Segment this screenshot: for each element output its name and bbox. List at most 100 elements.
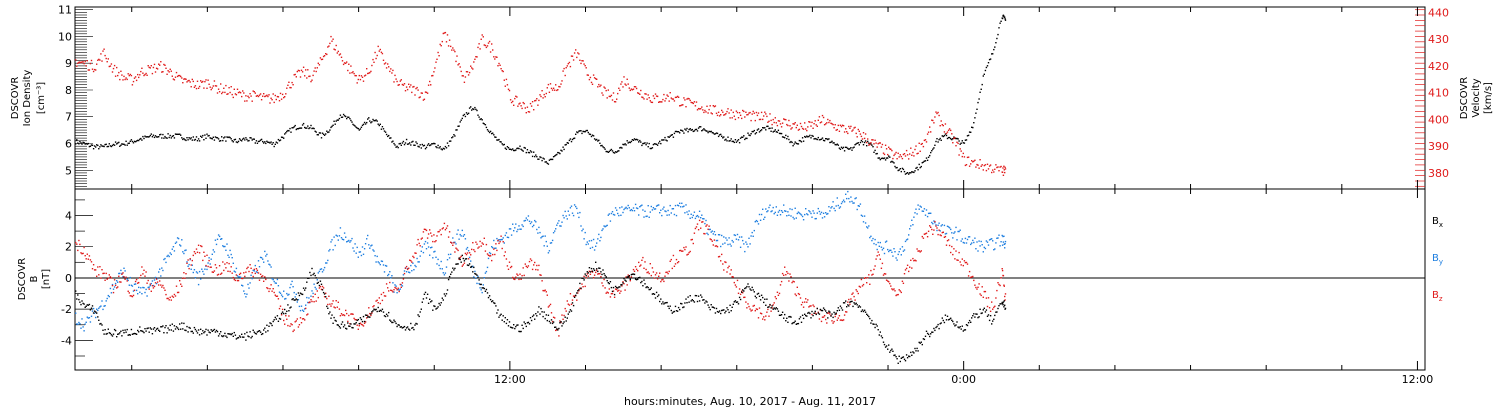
velocity-point bbox=[999, 166, 1001, 168]
density-point bbox=[723, 136, 725, 138]
density-point bbox=[743, 135, 745, 137]
velocity-point bbox=[743, 110, 745, 113]
bx-point bbox=[977, 316, 979, 319]
by-point bbox=[285, 297, 287, 300]
density-point bbox=[135, 140, 138, 142]
bx-point bbox=[671, 312, 673, 314]
bx-point bbox=[317, 281, 319, 284]
bx-point bbox=[993, 318, 995, 320]
by-point bbox=[317, 272, 319, 274]
by-point bbox=[337, 239, 339, 241]
velocity-point bbox=[660, 101, 662, 103]
bx-point bbox=[1004, 307, 1007, 310]
velocity-point bbox=[964, 164, 967, 167]
by-point bbox=[573, 204, 576, 206]
by-point bbox=[314, 286, 316, 289]
bx-point bbox=[237, 337, 240, 339]
bx-point bbox=[691, 299, 693, 301]
velocity-point bbox=[752, 110, 754, 113]
velocity-point bbox=[614, 101, 617, 103]
bx-point bbox=[291, 298, 293, 301]
density-point bbox=[427, 143, 430, 145]
by-point bbox=[308, 297, 310, 299]
by-point bbox=[435, 256, 437, 258]
density-point bbox=[584, 131, 586, 133]
density-point bbox=[813, 138, 815, 140]
bx-point bbox=[195, 330, 198, 332]
bz-point bbox=[286, 318, 288, 320]
density-point bbox=[272, 142, 274, 144]
bx-point bbox=[143, 331, 145, 334]
velocity-point bbox=[667, 95, 669, 97]
density-point bbox=[262, 140, 264, 143]
by-point bbox=[683, 205, 685, 207]
bz-point bbox=[120, 281, 122, 283]
bx-point bbox=[523, 321, 525, 323]
by-point bbox=[413, 269, 415, 271]
bz-point bbox=[491, 259, 493, 262]
bx-point bbox=[738, 296, 741, 299]
velocity-point bbox=[448, 39, 451, 41]
bx-point bbox=[468, 263, 471, 265]
bz-point bbox=[840, 319, 843, 321]
by-point bbox=[484, 272, 487, 274]
bz-point bbox=[91, 268, 94, 270]
velocity-point bbox=[312, 74, 314, 77]
bx-point bbox=[383, 315, 386, 317]
velocity-point bbox=[935, 111, 937, 113]
velocity-point bbox=[549, 83, 552, 85]
velocity-point bbox=[853, 127, 855, 129]
density-point bbox=[565, 143, 567, 146]
bx-point bbox=[326, 305, 328, 308]
bz-point bbox=[156, 281, 159, 283]
by-point bbox=[181, 239, 183, 241]
bx-point bbox=[692, 300, 694, 302]
density-point bbox=[930, 151, 932, 154]
density-point bbox=[725, 138, 727, 140]
bx-point bbox=[433, 305, 435, 307]
density-point bbox=[567, 142, 569, 144]
bx-point bbox=[859, 306, 862, 308]
density-point bbox=[437, 144, 439, 147]
velocity-point bbox=[392, 69, 394, 72]
density-point bbox=[968, 131, 971, 133]
bx-point bbox=[124, 329, 126, 331]
velocity-point bbox=[818, 116, 821, 118]
bx-point bbox=[614, 285, 617, 288]
by-point bbox=[363, 248, 366, 250]
by-point bbox=[929, 212, 931, 214]
density-point bbox=[868, 142, 870, 144]
density-point bbox=[668, 136, 670, 138]
by-point bbox=[111, 283, 114, 286]
bz-point bbox=[799, 297, 802, 299]
density-point bbox=[390, 137, 392, 139]
velocity-point bbox=[918, 142, 920, 144]
bx-point bbox=[141, 330, 143, 332]
by-point bbox=[358, 251, 360, 253]
by-point bbox=[966, 238, 969, 241]
density-point bbox=[527, 151, 530, 154]
density-point bbox=[334, 123, 336, 125]
by-point bbox=[352, 247, 354, 249]
velocity-point bbox=[218, 91, 221, 93]
bx-point bbox=[973, 313, 975, 315]
by-point bbox=[649, 211, 651, 213]
density-point bbox=[961, 140, 963, 142]
bx-point bbox=[183, 322, 185, 325]
bx-point bbox=[147, 327, 149, 329]
density-point bbox=[339, 114, 342, 116]
bx-point bbox=[160, 326, 162, 328]
by-point bbox=[260, 257, 263, 259]
bz-point bbox=[925, 232, 928, 234]
bx-point bbox=[854, 303, 856, 305]
bx-point bbox=[600, 271, 602, 273]
bx-point bbox=[706, 301, 708, 303]
density-point bbox=[187, 139, 189, 141]
by-point bbox=[984, 247, 987, 250]
density-point bbox=[191, 139, 193, 141]
bx-point bbox=[958, 327, 960, 329]
density-point bbox=[107, 145, 109, 148]
bz-point bbox=[479, 240, 481, 243]
bz-point bbox=[917, 250, 919, 252]
bz-point bbox=[889, 282, 891, 285]
